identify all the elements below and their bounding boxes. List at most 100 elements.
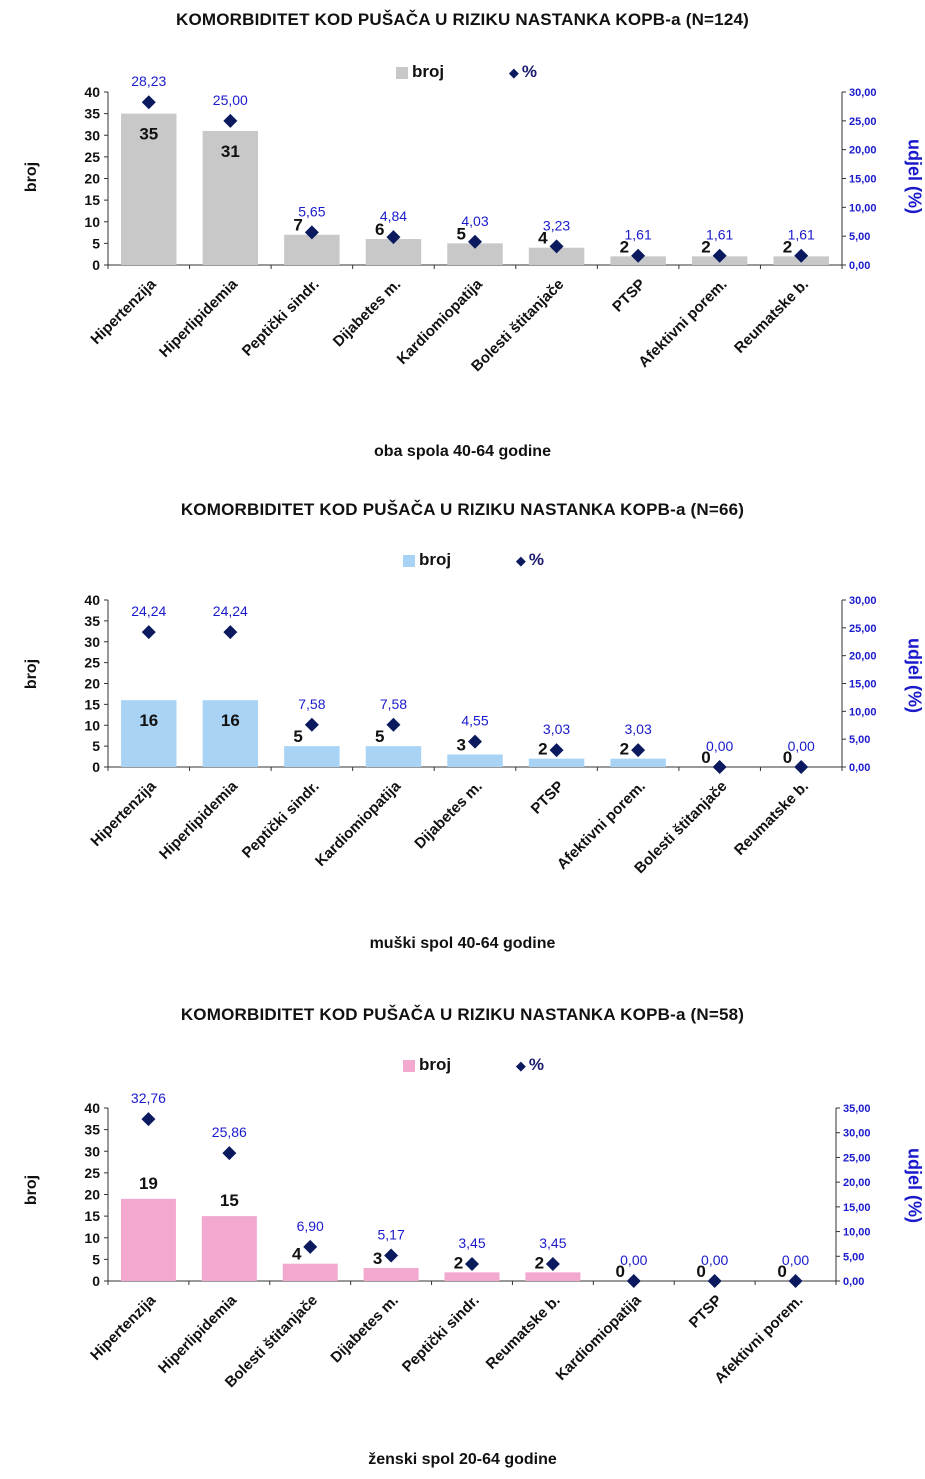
bar: [120, 1198, 176, 1281]
legend-diamond-icon: ◆: [515, 553, 526, 568]
percent-marker: [141, 625, 156, 640]
category-label: PTSP: [686, 1292, 726, 1332]
chart-male: KOMORBIDITET KOD PUŠAČA U RIZIKU NASTANK…: [0, 490, 925, 968]
legend-marker-label: %: [528, 550, 544, 569]
y2-tick-label: 5,00: [849, 734, 870, 746]
bar-value-label: 16: [139, 711, 158, 730]
y-tick-label: 20: [84, 1187, 100, 1203]
y2-tick-label: 35,00: [843, 1103, 871, 1115]
percent-marker: [549, 743, 564, 758]
category-label: Bolesti štitanjače: [631, 778, 730, 877]
legend-bar-swatch: [396, 66, 408, 79]
percent-value-label: 0,00: [788, 738, 815, 754]
chart-title: KOMORBIDITET KOD PUŠAČA U RIZIKU NASTANK…: [175, 10, 749, 29]
percent-marker: [468, 234, 482, 249]
percent-marker: [712, 760, 727, 774]
category-label: Afektivni porem.: [554, 778, 649, 873]
percent-marker: [304, 225, 319, 240]
y-tick-label: 10: [84, 1230, 100, 1246]
bar-value-label: 19: [139, 1174, 158, 1193]
percent-value-label: 5,17: [377, 1226, 404, 1242]
percent-value-label: 3,23: [543, 217, 570, 233]
percent-marker: [794, 248, 809, 263]
percent-marker: [794, 760, 809, 774]
y-tick-label: 20: [84, 171, 100, 187]
category-label: Reumatske b.: [731, 778, 812, 859]
percent-marker: [549, 239, 564, 254]
category-label: Hiperlipidemia: [156, 777, 242, 863]
percent-marker: [707, 1274, 722, 1288]
y2-tick-label: 15,00: [843, 1202, 871, 1214]
bar-value-label: 2: [535, 1253, 544, 1272]
y2-tick-label: 30,00: [849, 87, 877, 99]
percent-value-label: 7,58: [380, 696, 407, 712]
legend-bar-label: broj: [419, 1055, 452, 1074]
percent-marker: [712, 248, 727, 263]
bar: [365, 746, 422, 767]
bar-value-label: 4: [292, 1245, 302, 1264]
legend-bar-swatch: [403, 1059, 415, 1072]
percent-value-label: 28,23: [131, 73, 166, 89]
chart-legend: broj ◆%: [403, 550, 544, 570]
legend-marker-label: %: [521, 62, 537, 81]
bar: [201, 1216, 257, 1281]
percent-value-label: 32,76: [131, 1090, 166, 1106]
percent-value-label: 25,00: [213, 92, 248, 108]
percent-marker: [788, 1274, 803, 1288]
bar: [444, 1272, 500, 1281]
percent-value-label: 6,90: [297, 1218, 324, 1234]
legend-diamond-icon: ◆: [515, 1058, 526, 1073]
y-tick-label: 5: [92, 1251, 100, 1267]
percent-value-label: 1,61: [788, 227, 815, 243]
category-label: Dijabetes m.: [327, 1292, 402, 1367]
category-label: Dijabetes m.: [411, 778, 486, 853]
bar-value-label: 5: [457, 224, 466, 243]
bar-value-label: 5: [375, 727, 384, 746]
chart-subtitle: ženski spol 20-64 godine: [368, 1451, 557, 1468]
y-tick-label: 15: [84, 696, 100, 712]
bar-value-label: 3: [373, 1249, 382, 1268]
bar: [284, 234, 340, 265]
y-tick-label: 35: [84, 613, 100, 629]
category-label: PTSP: [609, 276, 649, 316]
bar-value-label: 6: [375, 220, 384, 239]
bar-value-label: 0: [783, 748, 792, 767]
y-tick-label: 0: [92, 759, 100, 775]
y-tick-label: 25: [84, 1165, 100, 1181]
chart-plot: 05101520253035400,005,0010,0015,0020,002…: [84, 592, 877, 877]
bar-value-label: 2: [538, 740, 547, 759]
percent-marker: [386, 230, 401, 245]
bar-value-label: 16: [221, 711, 240, 730]
y2-tick-label: 0,00: [849, 762, 870, 774]
percent-value-label: 1,61: [624, 227, 651, 243]
percent-value-label: 4,55: [461, 713, 488, 729]
chart-female: KOMORBIDITET KOD PUŠAČA U RIZIKU NASTANK…: [0, 995, 925, 1479]
bar: [121, 113, 177, 265]
y2-tick-label: 20,00: [849, 651, 877, 663]
bar: [282, 1263, 338, 1281]
category-label: Hipertenzija: [87, 777, 160, 850]
y-tick-label: 15: [84, 192, 100, 208]
bar: [447, 754, 503, 767]
y2-tick-label: 25,00: [849, 623, 877, 635]
y-tick-label: 15: [84, 1208, 100, 1224]
percent-marker: [468, 734, 482, 749]
bar-value-label: 31: [221, 142, 240, 161]
percent-marker: [384, 1248, 399, 1263]
percent-value-label: 4,84: [380, 208, 407, 224]
y-tick-label: 40: [84, 1100, 100, 1116]
percent-value-label: 25,86: [212, 1124, 247, 1140]
percent-marker: [223, 113, 238, 128]
chart-title: KOMORBIDITET KOD PUŠAČA U RIZIKU NASTANK…: [180, 1005, 745, 1024]
y2-tick-label: 30,00: [849, 595, 877, 607]
chart-both-sexes: KOMORBIDITET KOD PUŠAČA U RIZIKU NASTANK…: [0, 0, 925, 478]
bar-value-label: 7: [293, 216, 302, 235]
y2-tick-label: 20,00: [849, 145, 877, 157]
y2-tick-label: 20,00: [843, 1177, 871, 1189]
bar-value-label: 5: [293, 727, 302, 746]
percent-marker: [304, 717, 319, 732]
bar-value-label: 35: [139, 125, 158, 144]
bar: [528, 247, 585, 265]
y2-tick-label: 10,00: [849, 706, 877, 718]
category-label: Kardiomiopatija: [552, 1291, 645, 1384]
